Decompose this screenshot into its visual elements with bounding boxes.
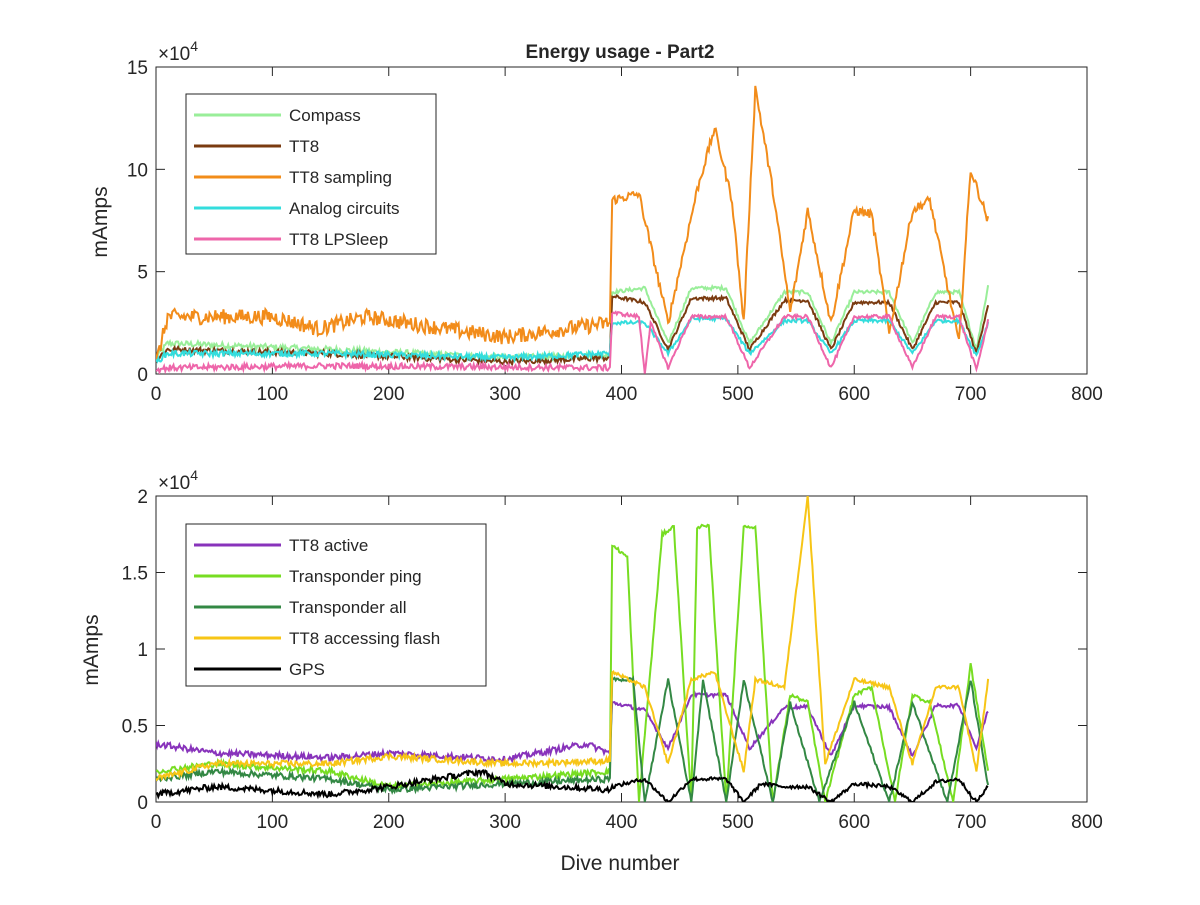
top-x-tick-label: 200: [373, 384, 405, 405]
bottom-x-tick-label: 700: [955, 812, 987, 833]
top-y-exponent-power: 4: [190, 38, 198, 54]
top-x-tick-label: 300: [489, 384, 521, 405]
top-legend-label: TT8 LPSleep: [289, 230, 388, 249]
top-y-axis-label: mAmps: [89, 186, 112, 257]
top-legend-label: Compass: [289, 106, 361, 125]
bottom-x-tick-label: 300: [489, 812, 521, 833]
bottom-y-exponent-power: 4: [190, 467, 198, 483]
bottom-y-tick-label: 0.5: [122, 717, 148, 738]
bottom-panel: 0 100 200 300 400 500 600 700 800 0 0.5 1 1.5 2 TT8 ac…: [122, 487, 1103, 833]
top-y-exponent-base: ×10: [158, 44, 190, 65]
top-x-tick-label: 800: [1071, 384, 1103, 405]
bottom-y-tick-label: 1.5: [122, 564, 148, 585]
top-y-tick-label: 10: [127, 160, 148, 181]
top-x-tick-label: 600: [838, 384, 870, 405]
bottom-y-axis-label: mAmps: [80, 614, 103, 685]
bottom-y-exponent: ×104: [158, 467, 198, 494]
bottom-x-tick-label: 200: [373, 812, 405, 833]
top-x-tick-label: 0: [151, 384, 162, 405]
bottom-legend-label: TT8 accessing flash: [289, 629, 440, 648]
top-x-tick-label: 100: [257, 384, 289, 405]
top-legend-label: Analog circuits: [289, 199, 400, 218]
top-x-tick-label: 500: [722, 384, 754, 405]
bottom-x-tick-label: 800: [1071, 812, 1103, 833]
bottom-legend-label: TT8 active: [289, 536, 368, 555]
bottom-x-tick-label: 600: [838, 812, 870, 833]
bottom-x-axis-label: Dive number: [560, 852, 679, 875]
top-y-tick-label: 5: [137, 263, 148, 284]
bottom-x-tick-label: 400: [606, 812, 638, 833]
bottom-series-line-5: [156, 767, 989, 802]
top-legend-label: TT8 sampling: [289, 168, 392, 187]
chart-panels: 0 100 200 300 400 500 600 700 800051015CompassTT…: [122, 58, 1103, 833]
bottom-y-tick-label: 2: [137, 487, 148, 508]
bottom-legend-label: Transponder all: [289, 598, 407, 617]
top-legend: [185, 93, 437, 255]
bottom-legend: [185, 523, 487, 687]
top-y-tick-label: 15: [127, 58, 148, 79]
bottom-y-tick-label: 0: [137, 793, 148, 814]
bottom-y-exponent-base: ×10: [158, 473, 190, 494]
bottom-y-tick-label: 1: [137, 640, 148, 661]
top-legend-label: TT8: [289, 137, 319, 156]
bottom-x-tick-label: 500: [722, 812, 754, 833]
chart-title: Energy usage - Part2: [525, 42, 714, 63]
bottom-legend-label: GPS: [289, 660, 325, 679]
bottom-x-tick-label: 0: [151, 812, 162, 833]
top-y-tick-label: 0: [137, 365, 148, 386]
top-panel: 0 100 200 300 400 500 600 700 800 0 5 10 15 Compass TT…: [127, 58, 1103, 405]
bottom-series-line-2: [156, 523, 990, 802]
bottom-series-line-4: [156, 496, 990, 782]
top-y-exponent: ×104: [158, 38, 198, 65]
bottom-x-tick-label: 100: [257, 812, 289, 833]
top-series-line-5: [156, 310, 990, 374]
top-series-line-3: [156, 85, 990, 361]
bottom-legend-label: Transponder ping: [289, 567, 422, 586]
top-x-tick-label: 700: [955, 384, 987, 405]
top-x-tick-label: 400: [606, 384, 638, 405]
bottom-series-line-3: [156, 675, 990, 802]
